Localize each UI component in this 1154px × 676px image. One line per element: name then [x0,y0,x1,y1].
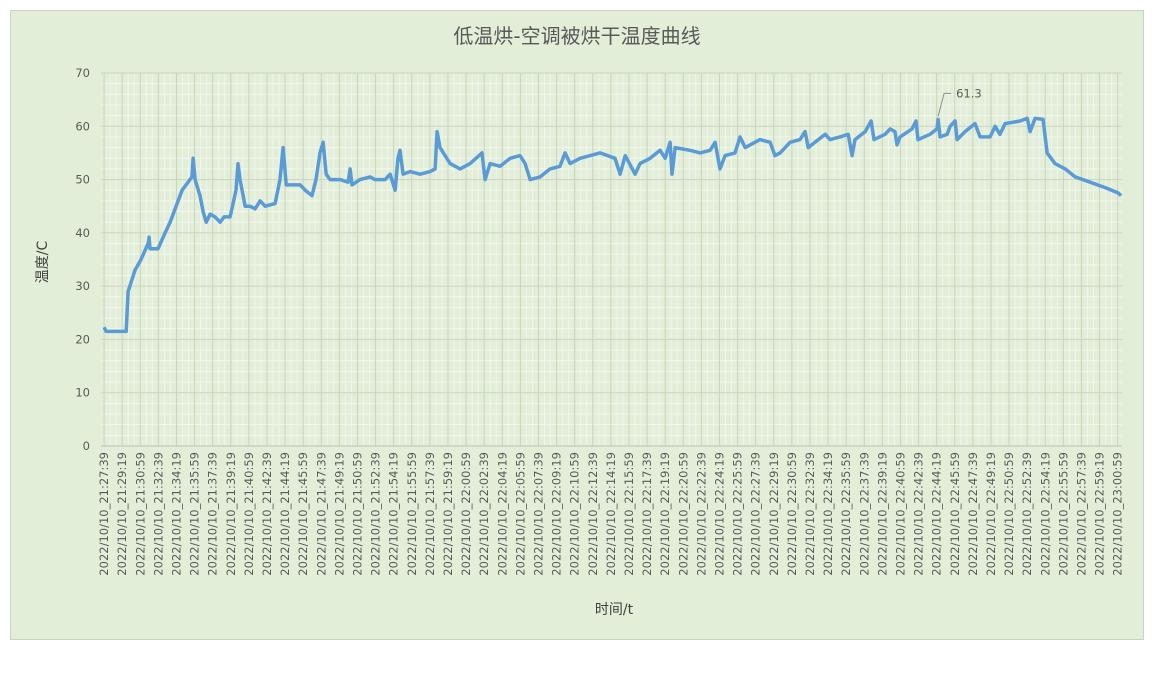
x-tick-label: 2022/10/10_21:55:59 [405,452,419,576]
x-tick-label: 2022/10/10_21:37:39 [206,452,220,576]
chart-title: 低温烘-空调被烘干温度曲线 [453,24,701,48]
x-tick-label: 2022/10/10_22:44:19 [930,452,944,576]
y-tick-label: 70 [75,66,90,80]
data-label-leader-line [937,92,952,117]
x-tick-label: 2022/10/10_22:20:59 [676,452,690,576]
x-tick-label: 2022/10/10_21:52:39 [369,452,383,576]
y-tick-label: 10 [75,386,90,400]
x-tick-label: 2022/10/10_22:50:59 [1002,452,1016,576]
x-tick-label: 2022/10/10_21:45:59 [296,452,310,576]
x-tick-label: 2022/10/10_23:00:59 [1111,452,1125,576]
x-tick-label: 2022/10/10_22:59:19 [1093,452,1107,576]
x-tick-label: 2022/10/10_21:42:39 [260,452,274,576]
x-tick-label: 2022/10/10_22:39:19 [875,452,889,576]
x-tick-label: 2022/10/10_22:52:39 [1020,452,1034,576]
data-label: 61.3 [956,86,982,100]
x-tick-label: 2022/10/10_21:50:59 [350,452,364,576]
x-tick-label: 2022/10/10_21:47:39 [314,452,328,576]
x-tick-label: 2022/10/10_21:27:39 [97,452,111,576]
x-tick-label: 2022/10/10_22:57:39 [1074,452,1088,576]
y-tick-label: 40 [75,226,90,240]
x-tick-label: 2022/10/10_21:34:19 [169,452,183,576]
x-tick-label: 2022/10/10_22:25:59 [731,452,745,576]
x-tick-label: 2022/10/10_21:35:59 [188,452,202,576]
y-tick-label: 0 [83,439,90,453]
x-tick-label: 2022/10/10_21:29:19 [115,452,129,576]
x-tick-label: 2022/10/10_22:29:19 [767,452,781,576]
x-tick-label: 2022/10/10_22:40:59 [893,452,907,576]
temperature-series-line [102,116,1123,334]
x-tick-label: 2022/10/10_22:35:59 [839,452,853,576]
x-tick-label: 2022/10/10_21:30:59 [133,452,147,576]
x-tick-label: 2022/10/10_21:39:19 [224,452,238,576]
y-tick-label: 30 [75,279,90,293]
x-tick-label: 2022/10/10_22:34:19 [821,452,835,576]
x-tick-label: 2022/10/10_21:57:39 [423,452,437,576]
x-tick-label: 2022/10/10_21:54:19 [387,452,401,576]
y-tick-label: 50 [75,173,90,187]
x-tick-label: 2022/10/10_22:55:59 [1056,452,1070,576]
x-tick-label: 2022/10/10_22:10:59 [568,452,582,576]
x-tick-label: 2022/10/10_22:49:19 [984,452,998,576]
x-tick-label: 2022/10/10_22:15:59 [622,452,636,576]
x-tick-label: 2022/10/10_22:37:39 [857,452,871,576]
x-tick-label: 2022/10/10_22:24:19 [712,452,726,576]
x-tick-label: 2022/10/10_21:59:19 [441,452,455,576]
x-tick-label: 2022/10/10_22:22:39 [694,452,708,576]
x-tick-label: 2022/10/10_22:00:59 [459,452,473,576]
x-tick-label: 2022/10/10_21:32:39 [151,452,165,576]
x-tick-label: 2022/10/10_22:12:39 [586,452,600,576]
x-tick-label: 2022/10/10_22:14:19 [604,452,618,576]
x-tick-label: 2022/10/10_22:09:19 [550,452,564,576]
x-tick-label: 2022/10/10_22:45:59 [948,452,962,576]
x-tick-label: 2022/10/10_22:42:39 [912,452,926,576]
x-tick-label: 2022/10/10_21:40:59 [242,452,256,576]
x-tick-label: 2022/10/10_22:04:19 [495,452,509,576]
x-tick-label: 2022/10/10_22:30:59 [785,452,799,576]
x-tick-label: 2022/10/10_21:44:19 [278,452,292,576]
x-tick-label: 2022/10/10_22:54:19 [1038,452,1052,576]
x-tick-label: 2022/10/10_22:27:39 [749,452,763,576]
x-tick-label: 2022/10/10_22:32:39 [803,452,817,576]
x-tick-label: 2022/10/10_22:17:39 [640,452,654,576]
y-tick-label: 20 [75,332,90,346]
x-tick-label: 2022/10/10_22:02:39 [477,452,491,576]
y-tick-label: 60 [75,119,90,133]
x-axis-label: 时间/t [594,602,634,618]
x-tick-label: 2022/10/10_22:47:39 [966,452,980,576]
x-tick-label: 2022/10/10_22:07:39 [531,452,545,576]
x-tick-label: 2022/10/10_22:05:59 [513,452,527,576]
x-tick-label: 2022/10/10_22:19:19 [658,452,672,576]
x-tick-label: 2022/10/10_21:49:19 [332,452,346,576]
